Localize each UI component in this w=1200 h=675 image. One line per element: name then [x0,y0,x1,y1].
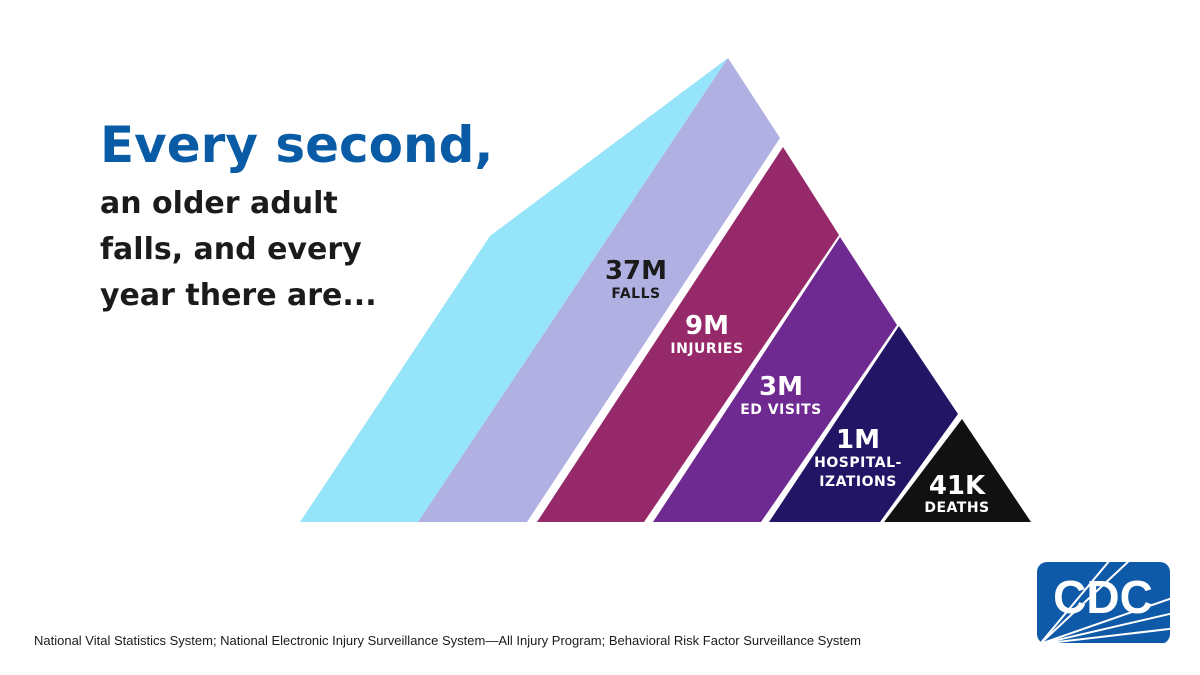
injuries-value: 9M [685,311,729,341]
cdc-logo: CDC [1037,562,1170,644]
ed-visits-label: ED VISITS [740,402,822,418]
falls-value: 37M [605,256,667,286]
hospitalizations-label-line-2: IZATIONS [819,474,897,490]
tier-deaths [884,419,1031,522]
headline: Every second, [100,116,493,174]
subline-line-3: year there are... [100,278,377,313]
cdc-logo-text: CDC [1053,571,1153,623]
falls-pyramid: 37M FALLS 9M INJURIES 3M ED VISITS 1M HO… [300,58,1031,522]
cdc-logo-background [1037,562,1170,644]
tier-falls [418,58,780,522]
pyramid-left-face [300,58,728,522]
tier-ed-visits [653,237,897,522]
tier-injuries [537,147,839,522]
subline-line-1: an older adult [100,186,338,221]
hospitalizations-label-line-1: HOSPITAL- [814,455,902,471]
tier-hospitalizations [769,326,958,522]
deaths-label: DEATHS [924,500,989,516]
injuries-label: INJURIES [670,341,743,357]
hospitalizations-value: 1M [836,425,880,455]
cdc-logo-rays [1039,562,1170,644]
falls-label: FALLS [611,286,660,302]
source-citation: National Vital Statistics System; Nation… [34,633,861,648]
ed-visits-value: 3M [759,372,803,402]
deaths-value: 41K [929,471,986,501]
subline-line-2: falls, and every [100,232,362,267]
